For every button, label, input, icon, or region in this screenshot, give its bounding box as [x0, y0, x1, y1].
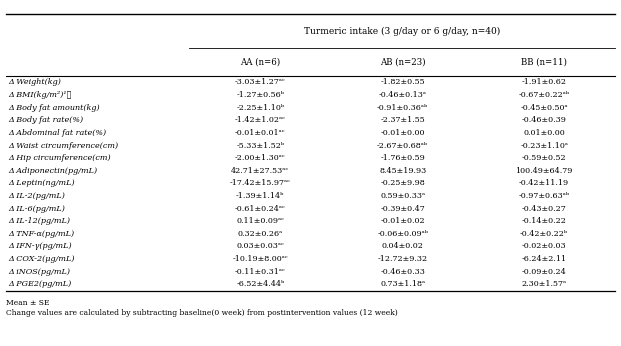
Text: Δ IL-12(pg/mL): Δ IL-12(pg/mL) [9, 217, 71, 225]
Text: -1.27±0.56ᵇ: -1.27±0.56ᵇ [237, 91, 284, 99]
Text: -0.42±0.22ᵇ: -0.42±0.22ᵇ [520, 230, 568, 238]
Text: AB (n=23): AB (n=23) [380, 58, 425, 67]
Text: -2.37±1.55: -2.37±1.55 [380, 116, 425, 124]
Text: Δ TNF-α(pg/mL): Δ TNF-α(pg/mL) [9, 230, 75, 238]
Text: -2.00±1.30ᵃᶜ: -2.00±1.30ᵃᶜ [235, 154, 286, 162]
Text: -0.43±0.27: -0.43±0.27 [522, 204, 566, 213]
Text: -0.45±0.50ᵃ: -0.45±0.50ᵃ [520, 104, 568, 112]
Text: -0.46±0.33: -0.46±0.33 [380, 268, 425, 276]
Text: Δ Adiponectin(pg/mL): Δ Adiponectin(pg/mL) [9, 167, 98, 175]
Text: -0.46±0.39: -0.46±0.39 [522, 116, 566, 124]
Text: -0.46±0.13ᵃ: -0.46±0.13ᵃ [379, 91, 427, 99]
Text: Δ Weight(kg): Δ Weight(kg) [9, 79, 61, 86]
Text: -0.61±0.24ᵃᶜ: -0.61±0.24ᵃᶜ [235, 204, 286, 213]
Text: -0.06±0.09ᵃᵇ: -0.06±0.09ᵃᵇ [377, 230, 428, 238]
Text: -0.01±0.00: -0.01±0.00 [381, 129, 425, 137]
Text: -0.67±0.22ᵃᵇ: -0.67±0.22ᵃᵇ [519, 91, 569, 99]
Text: Δ Abdominal fat rate(%): Δ Abdominal fat rate(%) [9, 129, 107, 137]
Text: -2.25±1.10ᵇ: -2.25±1.10ᵇ [236, 104, 284, 112]
Text: -0.14±0.22: -0.14±0.22 [522, 217, 566, 225]
Text: BB (n=11): BB (n=11) [521, 58, 567, 67]
Text: 0.32±0.26ᵃ: 0.32±0.26ᵃ [238, 230, 283, 238]
Text: -1.42±1.02ᵃᶜ: -1.42±1.02ᵃᶜ [235, 116, 286, 124]
Text: 2.30±1.57ᵃ: 2.30±1.57ᵃ [522, 280, 567, 288]
Text: 0.59±0.33ᵃ: 0.59±0.33ᵃ [380, 192, 425, 200]
Text: -0.01±0.01ᵃᶜ: -0.01±0.01ᵃᶜ [235, 129, 286, 137]
Text: Δ IL-6(pg/mL): Δ IL-6(pg/mL) [9, 204, 66, 213]
Text: Δ IFN-γ(pg/mL): Δ IFN-γ(pg/mL) [9, 243, 72, 251]
Text: 42.71±27.53ᵃᶜ: 42.71±27.53ᵃᶜ [231, 167, 289, 175]
Text: -6.52±4.44ᵇ: -6.52±4.44ᵇ [236, 280, 284, 288]
Text: -0.09±0.24: -0.09±0.24 [522, 268, 566, 276]
Text: -1.82±0.55: -1.82±0.55 [381, 79, 425, 86]
Text: -1.76±0.59: -1.76±0.59 [380, 154, 425, 162]
Text: 8.45±19.93: 8.45±19.93 [379, 167, 427, 175]
Text: -0.11±0.31ᵃᶜ: -0.11±0.31ᵃᶜ [235, 268, 286, 276]
Text: Δ BMI(kg/m²)¹⧸: Δ BMI(kg/m²)¹⧸ [9, 91, 72, 99]
Text: -5.33±1.52ᵇ: -5.33±1.52ᵇ [236, 142, 284, 149]
Text: Mean ± SE: Mean ± SE [6, 299, 50, 307]
Text: Δ COX-2(μg/mL): Δ COX-2(μg/mL) [9, 255, 75, 263]
Text: -0.59±0.52: -0.59±0.52 [522, 154, 566, 162]
Text: -6.24±2.11: -6.24±2.11 [522, 255, 567, 263]
Text: -10.19±8.00ᵃᶜ: -10.19±8.00ᵃᶜ [232, 255, 288, 263]
Text: 100.49±64.79: 100.49±64.79 [515, 167, 573, 175]
Text: -0.91±0.36ᵃᵇ: -0.91±0.36ᵃᵇ [377, 104, 428, 112]
Text: -0.39±0.47: -0.39±0.47 [380, 204, 425, 213]
Text: AA (n=6): AA (n=6) [240, 58, 281, 67]
Text: 0.03±0.03ᵃᶜ: 0.03±0.03ᵃᶜ [237, 243, 284, 251]
Text: -3.03±1.27ᵃᶜ: -3.03±1.27ᵃᶜ [235, 79, 286, 86]
Text: -0.23±1.10ᵃ: -0.23±1.10ᵃ [520, 142, 568, 149]
Text: 0.11±0.09ᵃᶜ: 0.11±0.09ᵃᶜ [237, 217, 284, 225]
Text: 0.04±0.02: 0.04±0.02 [382, 243, 424, 251]
Text: -0.25±9.98: -0.25±9.98 [380, 179, 425, 188]
Text: Δ PGE2(pg/mL): Δ PGE2(pg/mL) [9, 280, 72, 288]
Text: Δ Hip circumference(cm): Δ Hip circumference(cm) [9, 154, 111, 162]
Text: -1.39±1.14ᵇ: -1.39±1.14ᵇ [236, 192, 284, 200]
Text: -0.01±0.02: -0.01±0.02 [381, 217, 425, 225]
Text: Δ Leptin(ng/mL): Δ Leptin(ng/mL) [9, 179, 75, 188]
Text: -0.42±11.19: -0.42±11.19 [519, 179, 569, 188]
Text: -2.67±0.68ᵃᵇ: -2.67±0.68ᵃᵇ [377, 142, 428, 149]
Text: 0.73±1.18ᵃ: 0.73±1.18ᵃ [380, 280, 425, 288]
Text: Δ Body fat rate(%): Δ Body fat rate(%) [9, 116, 84, 124]
Text: -0.97±0.63ᵃᵇ: -0.97±0.63ᵃᵇ [519, 192, 569, 200]
Text: 0.01±0.00: 0.01±0.00 [524, 129, 565, 137]
Text: -1.91±0.62: -1.91±0.62 [522, 79, 567, 86]
Text: Δ IL-2(pg/mL): Δ IL-2(pg/mL) [9, 192, 66, 200]
Text: Change values are calculated by subtracting baseline(0 week) from postinterventi: Change values are calculated by subtract… [6, 309, 398, 317]
Text: -12.72±9.32: -12.72±9.32 [378, 255, 428, 263]
Text: Δ Waist circumference(cm): Δ Waist circumference(cm) [9, 142, 119, 149]
Text: -17.42±15.97ᵃᶜ: -17.42±15.97ᵃᶜ [230, 179, 291, 188]
Text: -0.02±0.03: -0.02±0.03 [522, 243, 566, 251]
Text: Δ Body fat amount(kg): Δ Body fat amount(kg) [9, 104, 101, 112]
Text: Δ iNOS(pg/mL): Δ iNOS(pg/mL) [9, 268, 71, 276]
Text: Turmeric intake (3 g/day or 6 g/day, n=40): Turmeric intake (3 g/day or 6 g/day, n=4… [304, 27, 500, 36]
